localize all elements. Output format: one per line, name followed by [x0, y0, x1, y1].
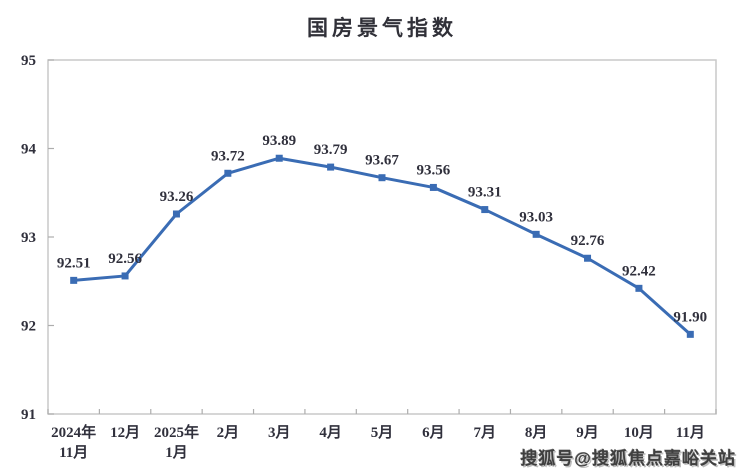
data-point-marker: [378, 174, 386, 182]
chart-title: 国房景气指数: [307, 17, 457, 40]
x-axis-category-label: 7月: [474, 424, 497, 441]
data-point-label: 92.51: [57, 255, 91, 271]
data-point-label: 92.42: [622, 263, 656, 279]
data-point-marker: [121, 272, 129, 280]
x-axis-category-label: 2025年 1月: [154, 423, 199, 461]
x-axis-category-label: 9月: [576, 424, 599, 441]
x-axis-category-label: 4月: [319, 424, 342, 441]
data-point-label: 93.26: [160, 189, 194, 205]
data-point-label: 93.56: [417, 162, 451, 178]
data-point-label: 93.31: [468, 185, 502, 201]
y-axis-tick-label: 91: [21, 407, 36, 423]
x-axis-category-label: 6月: [422, 424, 445, 441]
x-axis-category-label: 5月: [371, 424, 394, 441]
data-point-marker: [532, 230, 540, 238]
x-axis-category-label: 2024年 11月: [51, 423, 96, 461]
data-point-marker: [327, 163, 335, 171]
data-point-label: 91.90: [673, 309, 707, 325]
data-point-label: 93.67: [365, 153, 399, 169]
plot-border: [47, 59, 717, 415]
data-point-label: 93.89: [262, 133, 296, 149]
data-point-marker: [481, 206, 489, 214]
data-point-label: 93.79: [314, 142, 348, 158]
data-point-marker: [275, 154, 283, 162]
x-axis-category-label: 10月: [624, 424, 654, 441]
data-point-marker: [686, 330, 694, 338]
x-axis-category-label: 2月: [217, 424, 240, 441]
x-axis-category-label: 3月: [268, 424, 291, 441]
y-axis-tick-label: 94: [21, 142, 37, 158]
data-point-marker: [70, 276, 78, 284]
data-point-label: 93.72: [211, 148, 245, 164]
data-point-label: 92.56: [108, 251, 142, 267]
data-point-marker: [224, 169, 232, 177]
x-axis-category-label: 8月: [525, 424, 548, 441]
x-axis-category-label: 12月: [110, 424, 140, 441]
data-point-label: 93.03: [519, 209, 553, 225]
data-point-marker: [172, 210, 180, 218]
y-axis-tick-label: 95: [21, 53, 36, 69]
data-point-marker: [429, 183, 437, 191]
y-axis-tick-label: 93: [21, 230, 36, 246]
data-point-marker: [584, 254, 592, 262]
sohu-watermark: 搜狐号@搜狐焦点嘉峪关站: [520, 449, 736, 468]
data-point-label: 92.76: [571, 233, 605, 249]
data-point-marker: [635, 284, 643, 292]
y-axis-tick-label: 92: [21, 319, 36, 335]
x-axis-category-label: 11月: [676, 424, 705, 441]
